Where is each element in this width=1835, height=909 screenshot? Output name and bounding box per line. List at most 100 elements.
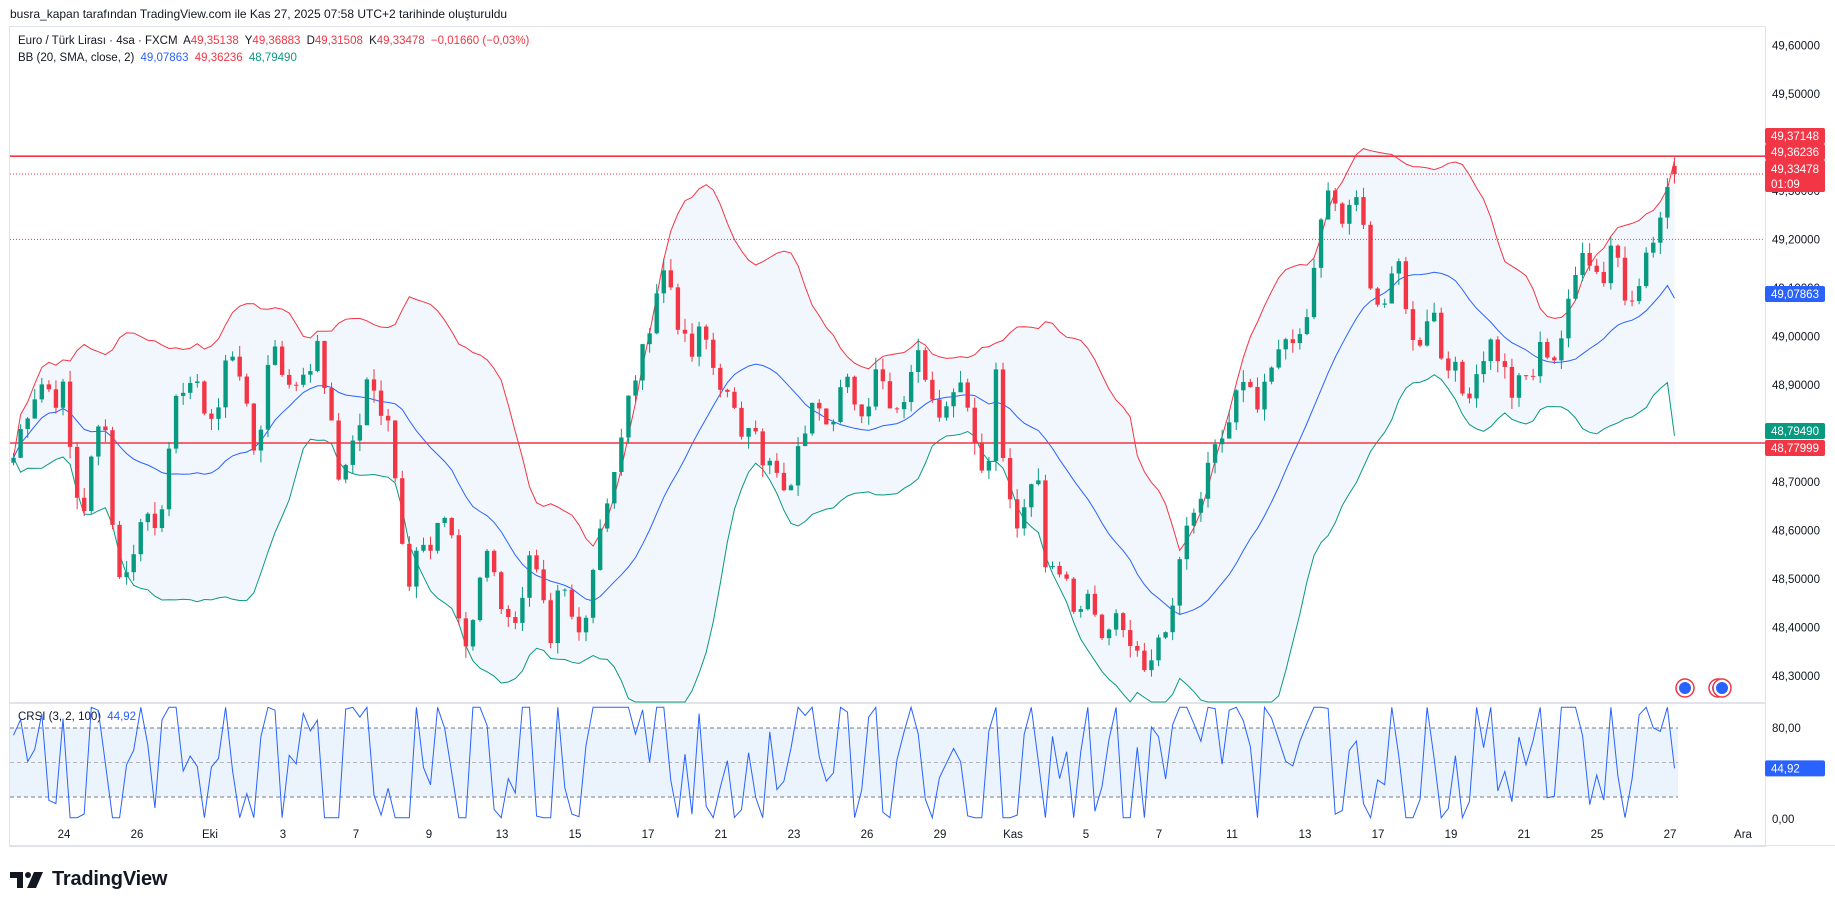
candle-body bbox=[400, 478, 405, 544]
candle-body bbox=[103, 426, 108, 431]
crsi-value-badge: 44,92 bbox=[1765, 760, 1825, 777]
event-marker-icon bbox=[1712, 678, 1732, 698]
candle-body bbox=[491, 550, 497, 573]
candle bbox=[986, 456, 992, 480]
candle-body bbox=[732, 391, 737, 408]
horizontal-lines-layer[interactable] bbox=[10, 155, 1765, 444]
candle bbox=[1149, 649, 1154, 677]
candle-body bbox=[633, 380, 638, 396]
bb-basis-price-badge: 49,07863 bbox=[1765, 286, 1825, 302]
candle bbox=[506, 605, 511, 627]
candle bbox=[364, 377, 370, 426]
candle-body bbox=[456, 535, 461, 619]
candle-body bbox=[1113, 613, 1119, 630]
bb-legend[interactable]: BB (20, SMA, close, 2) 49,07863 49,36236… bbox=[18, 52, 300, 64]
tradingview-logo[interactable]: TradingView bbox=[10, 868, 167, 891]
candle-body bbox=[1460, 361, 1465, 394]
bb-basis-price-badge-bg bbox=[1765, 286, 1825, 302]
candle bbox=[1658, 211, 1663, 255]
bb-lower-price-badge: 48,79490 bbox=[1765, 423, 1825, 439]
candle bbox=[1325, 182, 1331, 220]
crsi-value-badge-bg bbox=[1765, 760, 1825, 777]
candle bbox=[513, 611, 518, 630]
candle-body bbox=[810, 402, 815, 434]
bb-basis-value: 49,07863 bbox=[140, 52, 189, 64]
candle-body bbox=[852, 376, 857, 405]
candle bbox=[1135, 641, 1140, 657]
candle bbox=[329, 382, 334, 421]
candle-body bbox=[838, 387, 843, 423]
candle bbox=[180, 382, 186, 405]
candle bbox=[1665, 178, 1670, 229]
candle-body bbox=[46, 384, 52, 390]
candle bbox=[1474, 364, 1479, 408]
bb-upper-price-badge-text: 49,36236 bbox=[1771, 147, 1819, 159]
bb-indicator-label[interactable]: BB (20, SMA, close, 2) bbox=[18, 52, 135, 64]
candle-body bbox=[357, 425, 363, 441]
candle-body bbox=[442, 517, 447, 523]
candle-body bbox=[230, 356, 235, 361]
crsi-legend[interactable]: CRSI (3, 2, 100) 44,92 bbox=[18, 711, 139, 723]
candle-body bbox=[1092, 593, 1098, 615]
time-axis[interactable]: 24 26 Eki 3 7 9 13 15 17 21 23 26 29 Kas 5 7 11 13 17 19 21 2… bbox=[58, 829, 1753, 841]
price-tick-label: 48,40000 bbox=[1772, 622, 1820, 634]
candle-body bbox=[1417, 340, 1423, 346]
tradingview-logo-icon bbox=[10, 871, 43, 888]
candle bbox=[1219, 429, 1225, 453]
price-axis[interactable]: 49,6000049,5000049,4000049,3000049,20000… bbox=[1765, 40, 1825, 826]
candle bbox=[682, 318, 688, 342]
candle bbox=[817, 399, 822, 421]
candle bbox=[1085, 589, 1091, 611]
candle bbox=[60, 378, 66, 416]
candle-body bbox=[1170, 605, 1175, 633]
time-tick-label: 21 bbox=[715, 829, 728, 841]
event-markers[interactable] bbox=[1675, 678, 1732, 698]
candle bbox=[272, 339, 278, 366]
candle-body bbox=[1198, 498, 1204, 513]
candle-body bbox=[421, 544, 426, 551]
candle-body bbox=[223, 360, 228, 408]
candle-body bbox=[301, 374, 306, 385]
candle bbox=[1333, 188, 1338, 212]
candle bbox=[336, 412, 341, 481]
candle bbox=[1283, 337, 1288, 360]
candles-layer bbox=[11, 157, 1677, 677]
candle bbox=[166, 441, 172, 517]
time-tick-label: 13 bbox=[1299, 829, 1312, 841]
support-price-badge-bg bbox=[1765, 440, 1825, 456]
candle-body bbox=[1022, 507, 1027, 529]
candle-body bbox=[1594, 265, 1599, 272]
symbol-legend[interactable]: Euro / Türk Lirası · 4sa · FXCM A49,3513… bbox=[18, 35, 532, 47]
candle bbox=[711, 332, 716, 376]
candle bbox=[1396, 258, 1402, 285]
candle-body bbox=[647, 333, 652, 345]
candle-body bbox=[527, 555, 532, 598]
crsi-indicator-label[interactable]: CRSI (3, 2, 100) bbox=[18, 711, 102, 723]
resistance-price-badge-text: 49,37148 bbox=[1771, 131, 1819, 143]
candle bbox=[944, 401, 949, 421]
candle bbox=[852, 375, 857, 411]
candle-body bbox=[1219, 438, 1225, 445]
candle bbox=[294, 381, 299, 392]
support-price-badge-text: 48,77999 bbox=[1771, 443, 1819, 455]
candle bbox=[555, 584, 560, 654]
candle-body bbox=[1177, 559, 1182, 606]
candle-body bbox=[272, 346, 278, 365]
candle-body bbox=[195, 381, 200, 383]
candle-body bbox=[1672, 165, 1677, 174]
candle bbox=[1389, 266, 1394, 304]
countdown-text: 01:09 bbox=[1771, 179, 1800, 191]
candle bbox=[1601, 261, 1606, 287]
candle-body bbox=[986, 461, 992, 471]
candle-body bbox=[279, 346, 285, 375]
candle-body bbox=[1396, 261, 1402, 274]
candle bbox=[1594, 258, 1599, 275]
symbol-name[interactable]: Euro / Türk Lirası · 4sa · FXCM bbox=[18, 35, 178, 47]
candle bbox=[414, 547, 419, 599]
candle-body bbox=[258, 429, 264, 451]
candle bbox=[1431, 302, 1437, 323]
candle bbox=[725, 388, 730, 398]
candle bbox=[357, 413, 363, 452]
price-pane[interactable] bbox=[9, 26, 1766, 704]
